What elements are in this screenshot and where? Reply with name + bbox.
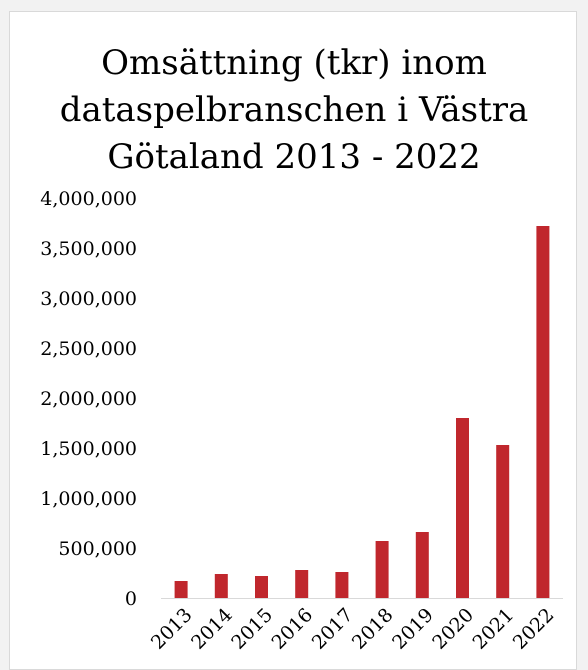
bar-2018 [375, 541, 389, 598]
x-tick-label: 2016 [267, 604, 317, 654]
bar-2017 [335, 572, 349, 598]
y-axis: 0 500,000 1,000,000 1,500,000 2,000,000 2,500… [40, 188, 137, 610]
y-tick-label: 2,500,000 [40, 338, 137, 360]
x-tick-label: 2020 [428, 604, 478, 654]
x-tick-label: 2019 [388, 604, 438, 654]
bar-2021 [496, 445, 510, 598]
y-tick-label: 1,500,000 [40, 438, 137, 460]
bar-2020 [456, 418, 469, 598]
y-tick-label: 2,000,000 [40, 388, 137, 410]
bars [174, 226, 550, 598]
chart-title-line: Götaland 2013 - 2022 [107, 137, 481, 177]
x-tick-label: 2022 [509, 604, 559, 654]
y-tick-label: 1,000,000 [40, 488, 137, 510]
x-tick-label: 2013 [147, 604, 197, 654]
x-tick-label: 2018 [348, 604, 398, 654]
bar-2019 [415, 532, 429, 598]
x-tick-label: 2014 [187, 604, 237, 654]
chart-title-line: dataspelbranschen i Västra [59, 90, 529, 130]
y-tick-label: 0 [125, 588, 137, 610]
bar-2013 [174, 581, 188, 598]
bar-2022 [536, 226, 550, 598]
chart-title-line: Omsättning (tkr) inom [101, 43, 487, 83]
chart-frame: Omsättning (tkr) inom dataspelbranschen … [9, 11, 577, 670]
x-tick-label: 2021 [468, 604, 518, 654]
chart-title: Omsättning (tkr) inom dataspelbranschen … [10, 40, 578, 181]
x-tick-label: 2015 [227, 604, 277, 654]
y-tick-label: 500,000 [58, 538, 137, 560]
y-tick-label: 4,000,000 [40, 188, 137, 210]
bar-2016 [295, 570, 309, 598]
bar-2015 [255, 576, 268, 598]
bar-2014 [214, 574, 228, 598]
x-tick-label: 2017 [308, 604, 358, 654]
y-tick-label: 3,000,000 [40, 288, 137, 310]
y-tick-label: 3,500,000 [40, 238, 137, 260]
